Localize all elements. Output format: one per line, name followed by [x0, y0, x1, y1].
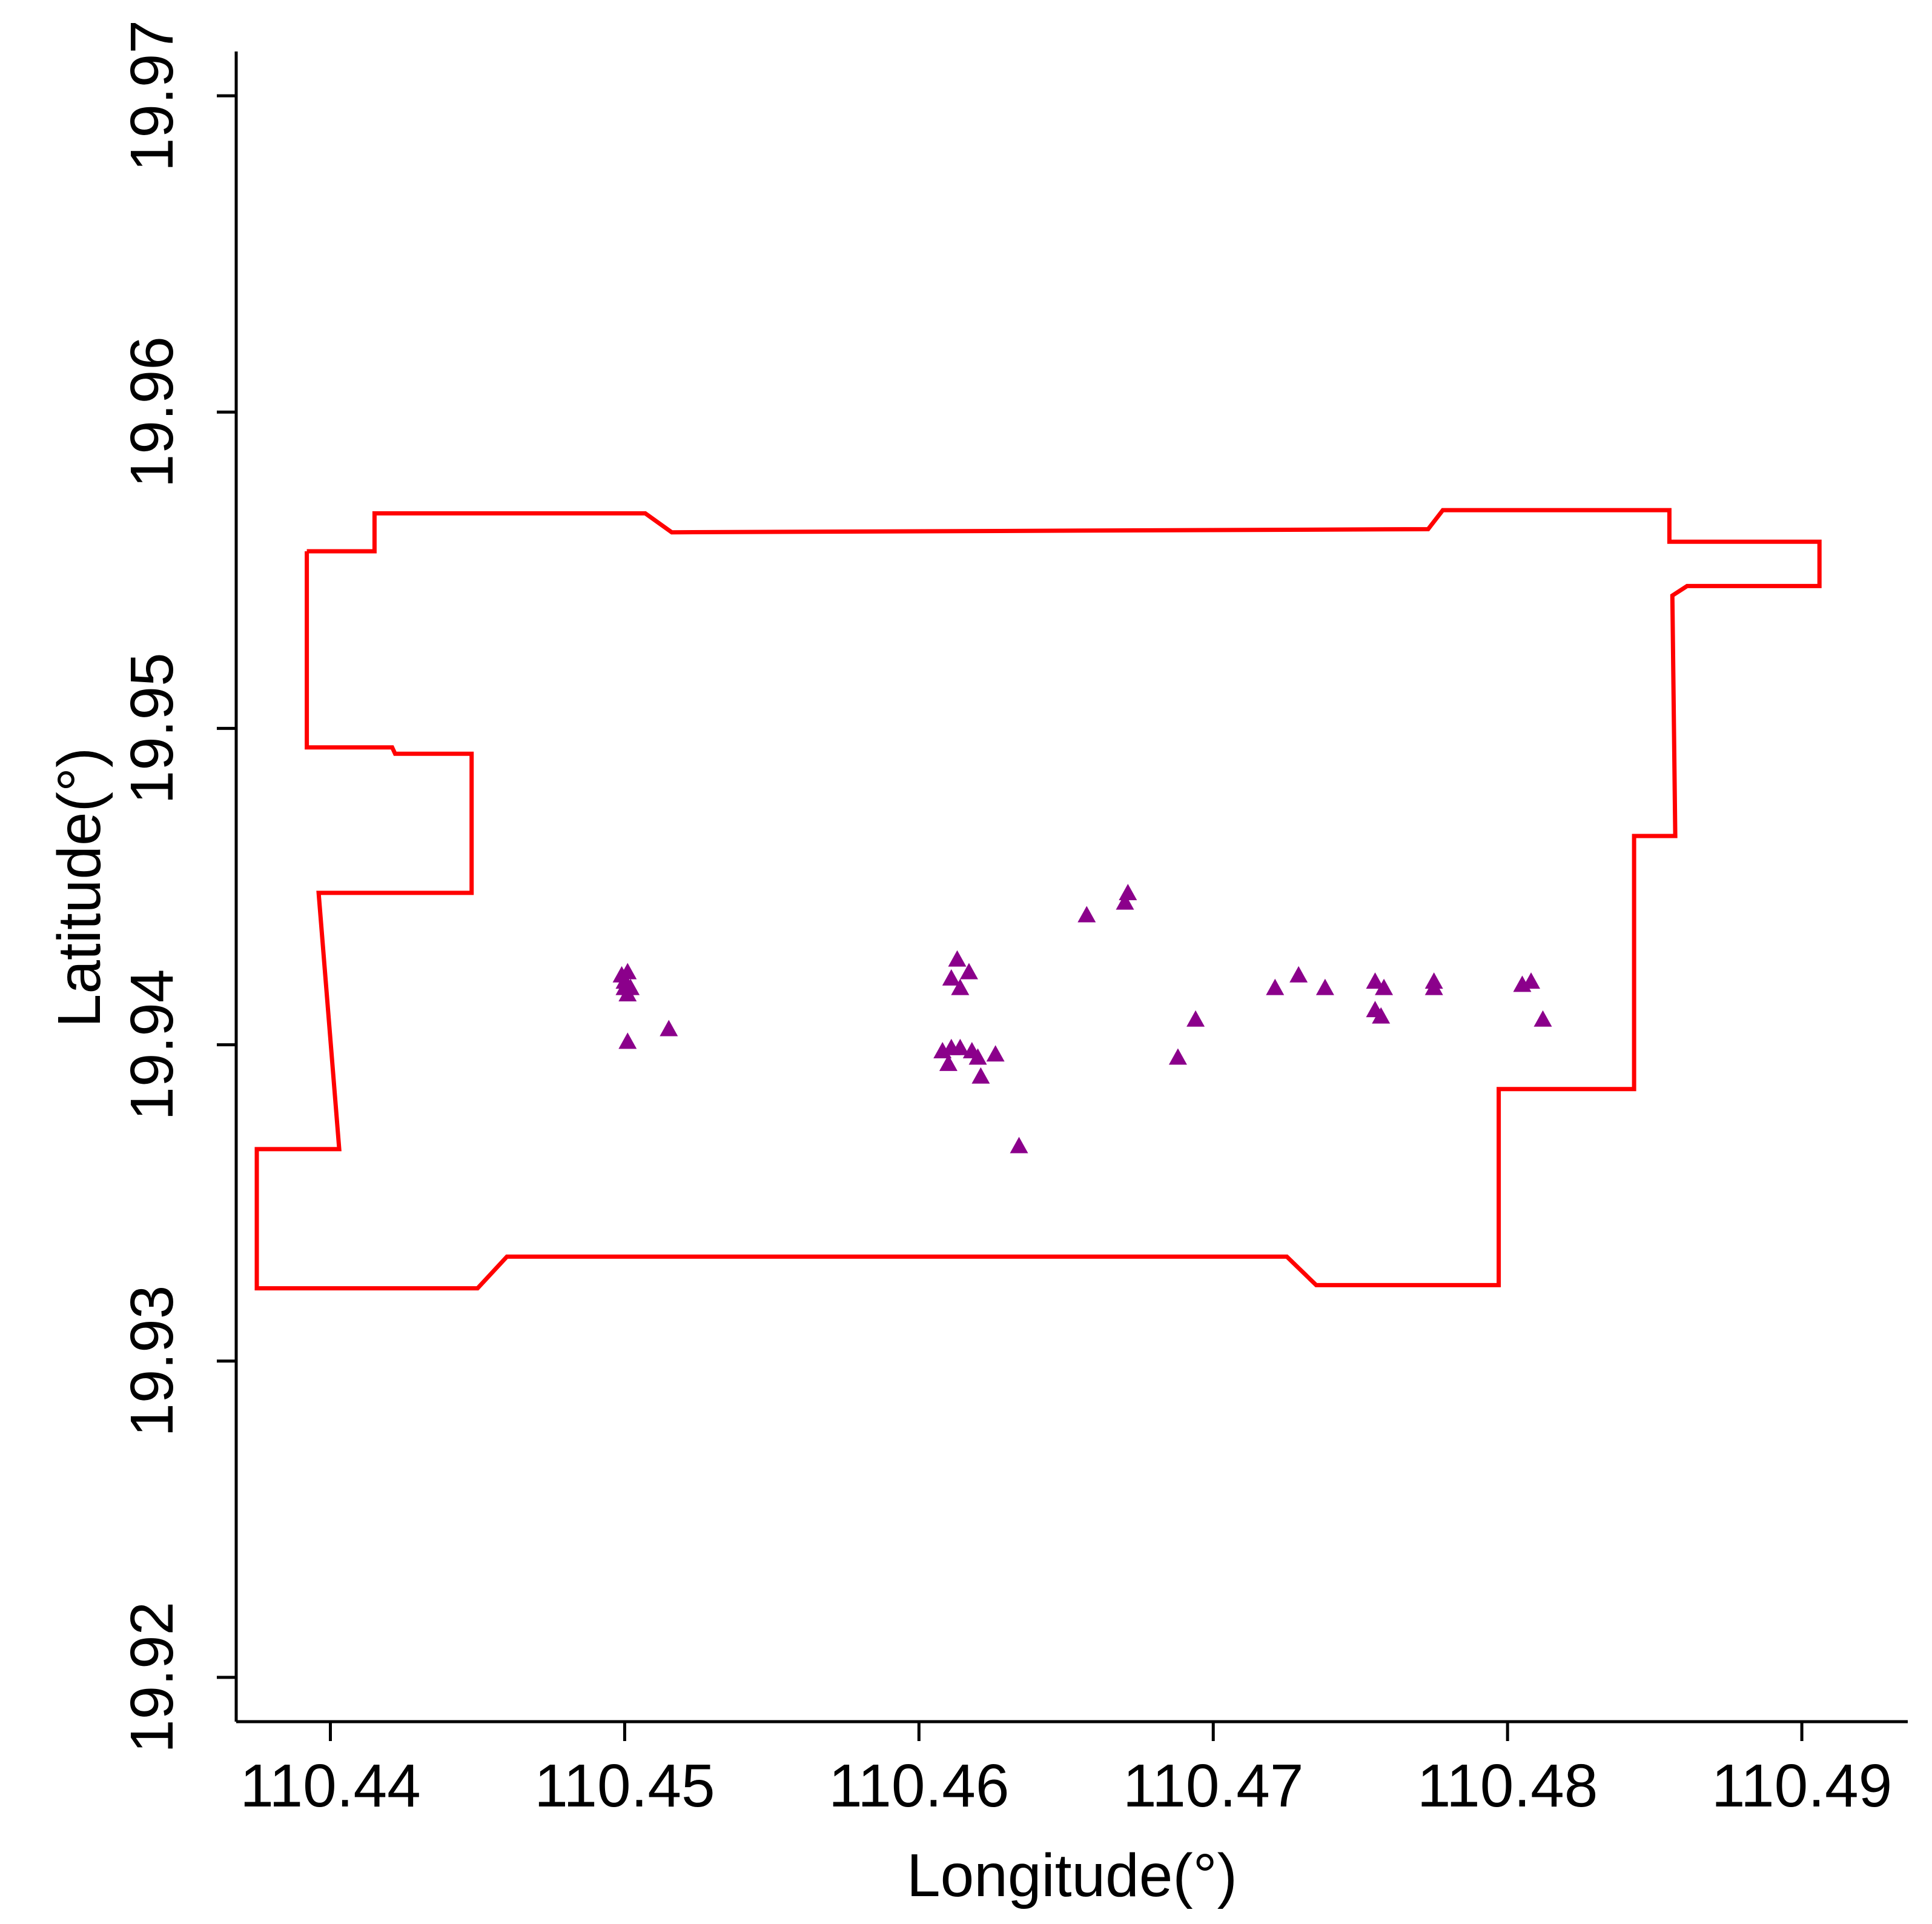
- x-tick-label: 110.47: [1123, 1752, 1303, 1820]
- marks-layer: [612, 883, 1552, 1153]
- y-tick-label: 19.92: [118, 1602, 186, 1753]
- boundary-outline: [254, 508, 1822, 1291]
- data-point-triangle: [959, 963, 978, 980]
- data-point-triangle: [1116, 893, 1134, 910]
- data-point-triangle: [971, 1067, 990, 1084]
- y-tick-label: 19.97: [118, 20, 186, 171]
- x-axis-title: Longitude(°): [907, 1842, 1237, 1909]
- data-point-triangle: [942, 969, 961, 986]
- data-point-triangle: [1375, 978, 1394, 995]
- data-point-triangle: [951, 1038, 970, 1055]
- data-point-triangle: [660, 1020, 678, 1037]
- data-point-triangle: [1077, 906, 1096, 923]
- data-point-triangle: [951, 978, 970, 995]
- y-tick-label: 19.93: [118, 1285, 186, 1437]
- y-tick-label: 19.94: [118, 969, 186, 1120]
- data-point-triangle: [939, 1054, 958, 1071]
- data-point-triangle: [986, 1045, 1005, 1062]
- x-tick-label: 110.45: [534, 1752, 715, 1820]
- data-point-triangle: [1289, 966, 1308, 983]
- data-point-triangle: [1424, 972, 1443, 989]
- x-ticks: 110.44 110.45 110.46 110.47 110.48 110.49: [240, 1722, 1892, 1820]
- x-tick-label: 110.48: [1417, 1752, 1598, 1820]
- y-axis-title: Latitude(°): [45, 748, 113, 1027]
- data-point-triangle: [968, 1048, 987, 1065]
- data-point-triangle: [618, 963, 637, 980]
- data-point-triangle: [1168, 1048, 1187, 1065]
- x-tick-label: 110.49: [1712, 1752, 1892, 1820]
- data-point-triangle: [1366, 972, 1384, 989]
- y-ticks: 19.92 19.93 19.94 19.95 19.96 19.97: [118, 20, 236, 1753]
- data-point-triangle: [1266, 978, 1285, 995]
- x-tick-label: 110.46: [829, 1752, 1009, 1820]
- data-point-triangle: [621, 978, 640, 995]
- data-point-triangle: [1186, 1010, 1205, 1027]
- data-point-triangle: [1010, 1136, 1028, 1153]
- data-point-triangle: [1533, 1010, 1552, 1027]
- y-tick-label: 19.95: [118, 652, 186, 804]
- data-point-triangle: [1315, 978, 1334, 995]
- data-point-triangle: [948, 950, 967, 967]
- data-point-triangle: [1119, 883, 1137, 900]
- x-tick-label: 110.44: [240, 1752, 420, 1820]
- boundary-layer: [254, 508, 1822, 1291]
- data-point-triangle: [1522, 972, 1541, 989]
- data-point-triangle: [618, 1032, 637, 1049]
- y-tick-label: 19.96: [118, 336, 186, 488]
- data-point-triangle: [1372, 1007, 1391, 1024]
